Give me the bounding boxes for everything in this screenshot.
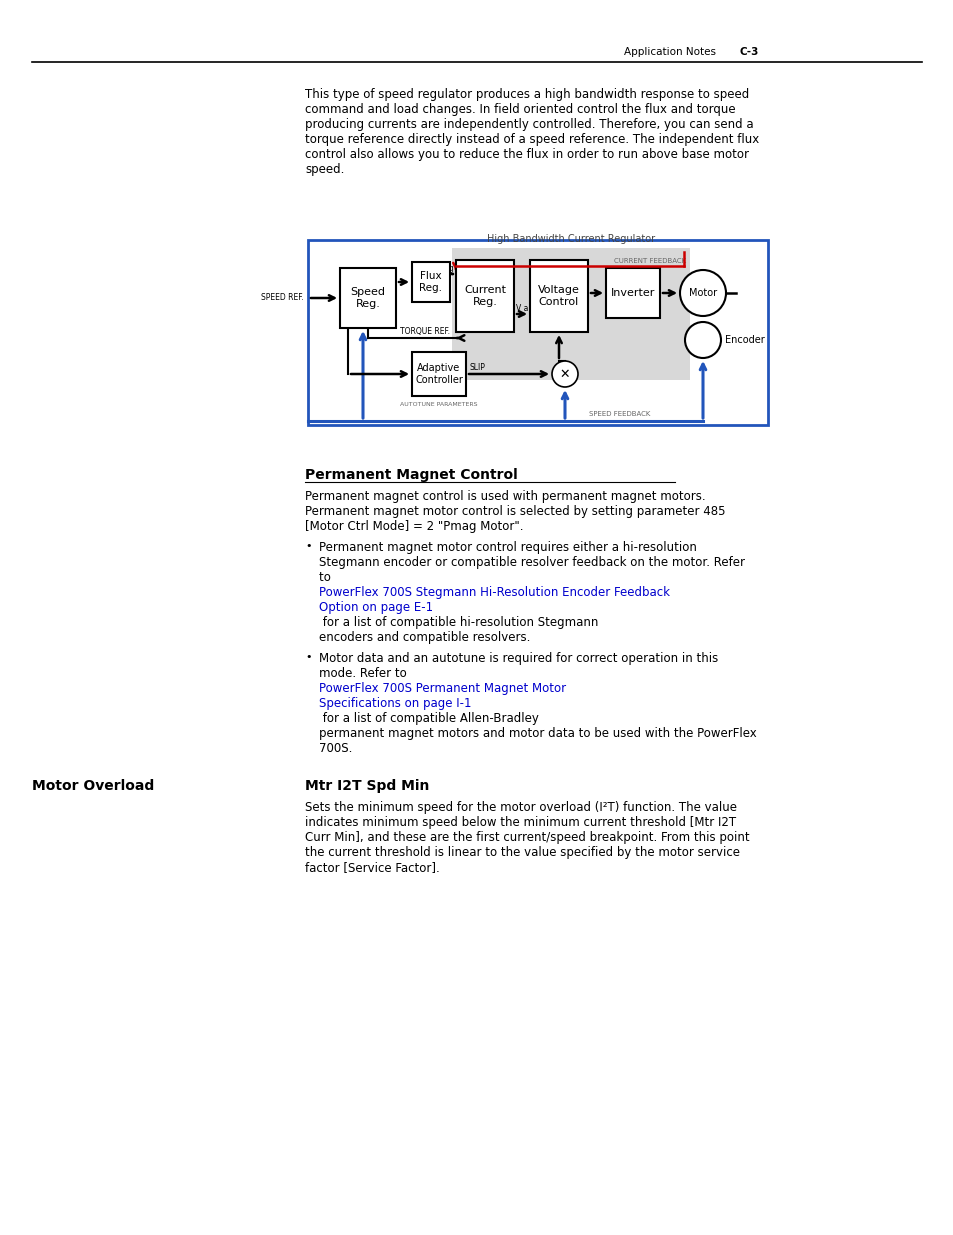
Text: Mtr I2T Spd Min: Mtr I2T Spd Min xyxy=(305,779,429,793)
Bar xyxy=(452,248,689,380)
Text: C-3: C-3 xyxy=(740,47,759,57)
Text: Specifications on page I-1: Specifications on page I-1 xyxy=(318,697,471,710)
Bar xyxy=(605,268,659,317)
Text: CURRENT FEEDBACK: CURRENT FEEDBACK xyxy=(613,258,685,264)
Bar xyxy=(412,352,465,396)
Circle shape xyxy=(679,270,725,316)
Text: High Bandwidth Current Regulator: High Bandwidth Current Regulator xyxy=(486,233,655,245)
Text: control also allows you to reduce the flux in order to run above base motor: control also allows you to reduce the fl… xyxy=(305,148,748,161)
Text: •: • xyxy=(305,652,312,662)
Text: factor [Service Factor].: factor [Service Factor]. xyxy=(305,861,439,874)
Bar xyxy=(339,268,395,329)
Text: command and load changes. In field oriented control the flux and torque: command and load changes. In field orien… xyxy=(305,103,735,116)
Text: Permanent magnet control is used with permanent magnet motors.: Permanent magnet control is used with pe… xyxy=(305,490,705,503)
Text: Current
Reg.: Current Reg. xyxy=(463,285,505,306)
Text: [Motor Ctrl Mode] = 2 "Pmag Motor".: [Motor Ctrl Mode] = 2 "Pmag Motor". xyxy=(305,520,523,534)
Text: Sets the minimum speed for the motor overload (I²T) function. The value: Sets the minimum speed for the motor ove… xyxy=(305,802,737,814)
Text: Permanent Magnet Control: Permanent Magnet Control xyxy=(305,468,517,482)
Text: SLIP: SLIP xyxy=(470,363,485,372)
Text: Flux
Reg.: Flux Reg. xyxy=(419,272,442,293)
Text: torque reference directly instead of a speed reference. The independent flux: torque reference directly instead of a s… xyxy=(305,133,759,146)
Text: Permanent magnet motor control is selected by setting parameter 485: Permanent magnet motor control is select… xyxy=(305,505,724,517)
Text: Stegmann encoder or compatible resolver feedback on the motor. Refer: Stegmann encoder or compatible resolver … xyxy=(318,556,744,569)
Text: for a list of compatible Allen-Bradley: for a list of compatible Allen-Bradley xyxy=(318,713,538,725)
Text: SPEED REF.: SPEED REF. xyxy=(261,294,304,303)
Text: Motor Overload: Motor Overload xyxy=(32,779,154,793)
Text: Voltage
Control: Voltage Control xyxy=(537,285,579,306)
Bar xyxy=(456,261,514,332)
Text: for a list of compatible hi-resolution Stegmann: for a list of compatible hi-resolution S… xyxy=(318,616,598,629)
Text: V ang: V ang xyxy=(516,304,537,312)
Text: Permanent magnet motor control requires either a hi-resolution: Permanent magnet motor control requires … xyxy=(318,541,696,555)
Text: the current threshold is linear to the value specified by the motor service: the current threshold is linear to the v… xyxy=(305,846,740,860)
Text: producing currents are independently controlled. Therefore, you can send a: producing currents are independently con… xyxy=(305,119,753,131)
Circle shape xyxy=(552,361,578,387)
Text: AUTOTUNE PARAMETERS: AUTOTUNE PARAMETERS xyxy=(400,403,477,408)
Text: SPEED FEEDBACK: SPEED FEEDBACK xyxy=(589,411,650,417)
Text: Encoder: Encoder xyxy=(724,335,764,345)
Text: Application Notes: Application Notes xyxy=(623,47,716,57)
Text: permanent magnet motors and motor data to be used with the PowerFlex: permanent magnet motors and motor data t… xyxy=(318,727,756,740)
Text: speed.: speed. xyxy=(305,163,344,177)
Bar xyxy=(308,240,767,425)
Text: to: to xyxy=(318,571,335,584)
Text: 700S.: 700S. xyxy=(318,742,352,755)
Text: Option on page E-1: Option on page E-1 xyxy=(318,601,433,614)
Text: V mag: V mag xyxy=(429,264,454,273)
Text: PowerFlex 700S Permanent Magnet Motor: PowerFlex 700S Permanent Magnet Motor xyxy=(318,682,569,695)
Text: Curr Min], and these are the first current/speed breakpoint. From this point: Curr Min], and these are the first curre… xyxy=(305,831,749,844)
Text: TORQUE REF.: TORQUE REF. xyxy=(399,327,450,336)
Text: This type of speed regulator produces a high bandwidth response to speed: This type of speed regulator produces a … xyxy=(305,88,748,101)
Text: ✕: ✕ xyxy=(559,368,570,380)
Text: encoders and compatible resolvers.: encoders and compatible resolvers. xyxy=(318,631,530,643)
Bar xyxy=(412,262,450,303)
Text: Speed
Reg.: Speed Reg. xyxy=(350,288,385,309)
Text: PowerFlex 700S Stegmann Hi-Resolution Encoder Feedback: PowerFlex 700S Stegmann Hi-Resolution En… xyxy=(318,585,673,599)
Text: Motor: Motor xyxy=(688,288,717,298)
Text: mode. Refer to: mode. Refer to xyxy=(318,667,410,680)
Text: indicates minimum speed below the minimum current threshold [Mtr I2T: indicates minimum speed below the minimu… xyxy=(305,816,736,829)
Text: Inverter: Inverter xyxy=(610,288,655,298)
Text: Motor data and an autotune is required for correct operation in this: Motor data and an autotune is required f… xyxy=(318,652,718,664)
Circle shape xyxy=(684,322,720,358)
Bar xyxy=(530,261,587,332)
Text: Adaptive
Controller: Adaptive Controller xyxy=(415,363,462,385)
Text: •: • xyxy=(305,541,312,551)
